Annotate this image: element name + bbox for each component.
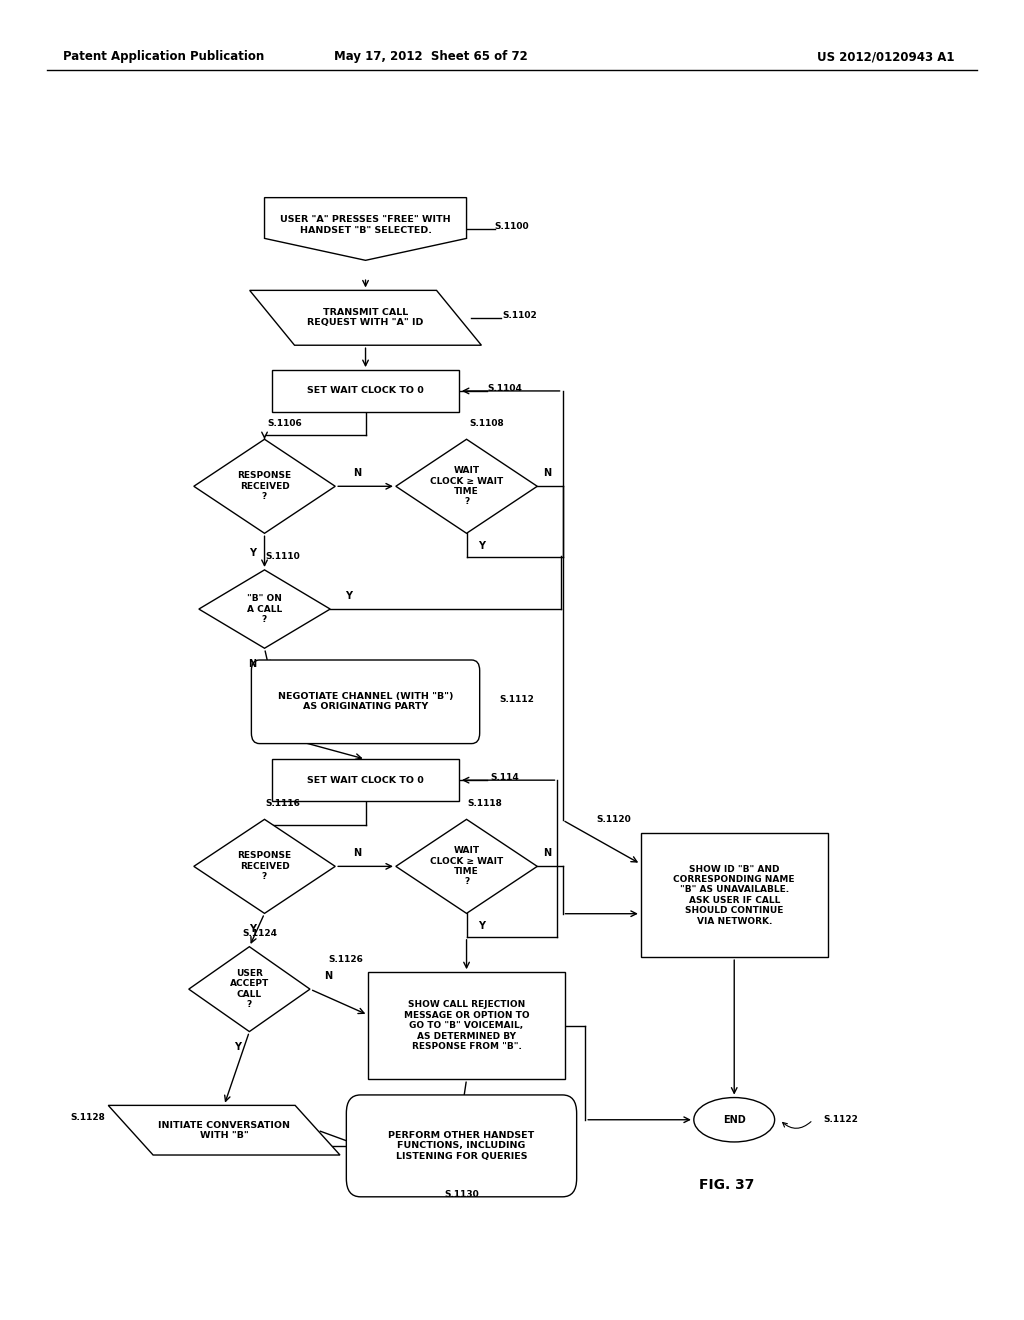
Text: S.1120: S.1120 xyxy=(596,816,631,825)
Text: INITIATE CONVERSATION
WITH "B": INITIATE CONVERSATION WITH "B" xyxy=(158,1121,290,1140)
Polygon shape xyxy=(396,440,538,533)
Text: S.1118: S.1118 xyxy=(467,799,502,808)
Text: Y: Y xyxy=(233,1043,241,1052)
Text: USER "A" PRESSES "FREE" WITH
HANDSET "B" SELECTED.: USER "A" PRESSES "FREE" WITH HANDSET "B"… xyxy=(281,215,451,235)
FancyBboxPatch shape xyxy=(368,972,565,1080)
Text: RESPONSE
RECEIVED
?: RESPONSE RECEIVED ? xyxy=(238,471,292,502)
FancyBboxPatch shape xyxy=(346,1094,577,1197)
Text: S.1100: S.1100 xyxy=(495,222,529,231)
Text: N: N xyxy=(544,849,551,858)
Text: Y: Y xyxy=(249,924,256,935)
Text: Y: Y xyxy=(478,921,485,932)
Text: SET WAIT CLOCK TO 0: SET WAIT CLOCK TO 0 xyxy=(307,387,424,396)
Text: SHOW CALL REJECTION
MESSAGE OR OPTION TO
GO TO "B" VOICEMAIL,
AS DETERMINED BY
R: SHOW CALL REJECTION MESSAGE OR OPTION TO… xyxy=(403,1001,529,1051)
Polygon shape xyxy=(109,1105,340,1155)
Polygon shape xyxy=(194,820,335,913)
Text: S.1110: S.1110 xyxy=(265,552,300,561)
Text: S.1116: S.1116 xyxy=(265,799,300,808)
Text: S.1128: S.1128 xyxy=(71,1113,105,1122)
Text: NEGOTIATE CHANNEL (WITH "B")
AS ORIGINATING PARTY: NEGOTIATE CHANNEL (WITH "B") AS ORIGINAT… xyxy=(278,692,454,711)
FancyBboxPatch shape xyxy=(251,660,479,743)
Text: S.1126: S.1126 xyxy=(328,954,364,964)
Polygon shape xyxy=(250,290,481,346)
Text: S.1122: S.1122 xyxy=(823,1115,858,1125)
Text: N: N xyxy=(325,972,332,981)
Text: Y: Y xyxy=(345,591,352,601)
Text: S.1106: S.1106 xyxy=(267,418,302,428)
Text: Patent Application Publication: Patent Application Publication xyxy=(62,50,264,63)
FancyBboxPatch shape xyxy=(272,370,459,412)
Polygon shape xyxy=(264,198,467,260)
Text: END: END xyxy=(723,1115,745,1125)
Polygon shape xyxy=(188,946,310,1032)
Text: May 17, 2012  Sheet 65 of 72: May 17, 2012 Sheet 65 of 72 xyxy=(334,50,528,63)
Text: S.114: S.114 xyxy=(490,774,519,781)
Text: N: N xyxy=(249,659,256,669)
Text: S.1102: S.1102 xyxy=(502,310,537,319)
Text: N: N xyxy=(353,849,361,858)
Text: FIG. 37: FIG. 37 xyxy=(698,1177,755,1192)
Text: RESPONSE
RECEIVED
?: RESPONSE RECEIVED ? xyxy=(238,851,292,882)
FancyBboxPatch shape xyxy=(272,759,459,801)
Polygon shape xyxy=(194,440,335,533)
Text: SHOW ID "B" AND
CORRESPONDING NAME
"B" AS UNAVAILABLE.
ASK USER IF CALL
SHOULD C: SHOW ID "B" AND CORRESPONDING NAME "B" A… xyxy=(674,865,795,925)
Text: N: N xyxy=(544,469,551,478)
Polygon shape xyxy=(396,820,538,913)
Text: Y: Y xyxy=(478,541,485,552)
Ellipse shape xyxy=(694,1097,774,1142)
Text: WAIT
CLOCK ≥ WAIT
TIME
?: WAIT CLOCK ≥ WAIT TIME ? xyxy=(430,466,503,507)
Text: PERFORM OTHER HANDSET
FUNCTIONS, INCLUDING
LISTENING FOR QUERIES: PERFORM OTHER HANDSET FUNCTIONS, INCLUDI… xyxy=(388,1131,535,1160)
Polygon shape xyxy=(199,570,330,648)
Text: SET WAIT CLOCK TO 0: SET WAIT CLOCK TO 0 xyxy=(307,776,424,784)
Text: US 2012/0120943 A1: US 2012/0120943 A1 xyxy=(817,50,954,63)
Text: USER
ACCEPT
CALL
?: USER ACCEPT CALL ? xyxy=(229,969,269,1010)
Text: S.1108: S.1108 xyxy=(469,418,504,428)
Text: S.1124: S.1124 xyxy=(242,929,276,939)
Text: WAIT
CLOCK ≥ WAIT
TIME
?: WAIT CLOCK ≥ WAIT TIME ? xyxy=(430,846,503,887)
Text: S.1104: S.1104 xyxy=(487,384,522,393)
FancyBboxPatch shape xyxy=(641,833,827,957)
Text: S.1112: S.1112 xyxy=(500,694,535,704)
Text: N: N xyxy=(353,469,361,478)
Text: TRANSMIT CALL
REQUEST WITH "A" ID: TRANSMIT CALL REQUEST WITH "A" ID xyxy=(307,308,424,327)
Text: Y: Y xyxy=(249,548,256,558)
Text: "B" ON
A CALL
?: "B" ON A CALL ? xyxy=(247,594,283,624)
Text: S.1130: S.1130 xyxy=(444,1189,479,1199)
